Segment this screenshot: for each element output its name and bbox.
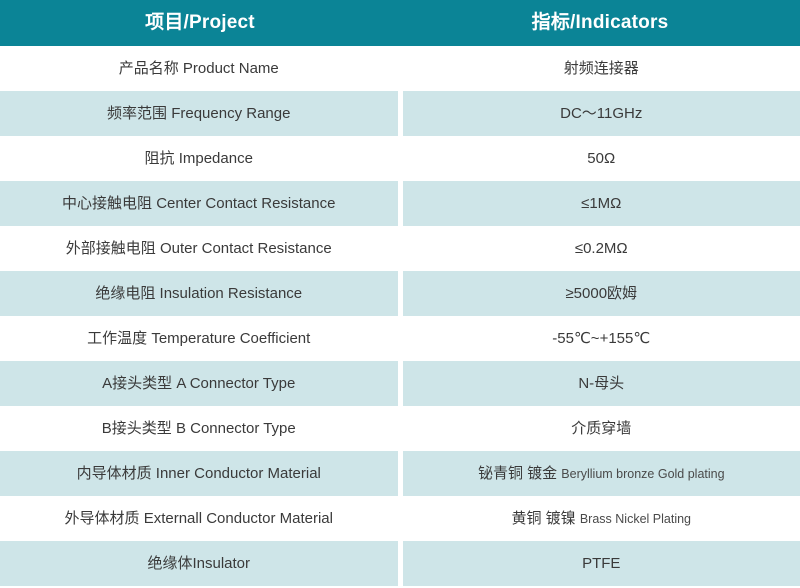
header-row: 项目/Project 指标/Indicators <box>0 0 800 46</box>
cell-indicator: 介质穿墙 <box>400 406 800 451</box>
cell-project: 产品名称 Product Name <box>0 46 403 91</box>
cell-project: B接头类型 B Connector Type <box>0 406 403 451</box>
table-row: 外部接触电阻 Outer Contact Resistance ≤0.2MΩ <box>0 226 800 271</box>
table-row: 绝缘电阻 Insulation Resistance ≥5000欧姆 <box>0 271 800 316</box>
indicator-english: Beryllium bronze Gold plating <box>561 466 725 481</box>
cell-project: 中心接触电阻 Center Contact Resistance <box>0 181 403 226</box>
column-header-project: 项目/Project <box>0 0 400 46</box>
cell-project: A接头类型 A Connector Type <box>0 361 403 406</box>
table-body: 产品名称 Product Name 射频连接器 频率范围 Frequency Ran… <box>0 46 800 586</box>
cell-project: 频率范围 Frequency Range <box>0 91 403 136</box>
cell-indicator: DC～11GHz <box>400 91 800 136</box>
table-row: 绝缘体Insulator PTFE <box>0 541 800 586</box>
indicator-chinese: 铋青铜 镀金 <box>477 464 558 482</box>
cell-project: 绝缘体Insulator <box>0 541 403 586</box>
cell-indicator: PTFE <box>400 541 800 586</box>
table-row: B接头类型 B Connector Type 介质穿墙 <box>0 406 800 451</box>
cell-indicator: -55℃~+155℃ <box>400 316 800 361</box>
table-row: 频率范围 Frequency Range DC～11GHz <box>0 91 800 136</box>
table-row: 外导体材质 Externall Conductor Material 黄铜 镀镍 … <box>0 496 800 541</box>
cell-project: 阻抗 Impedance <box>0 136 403 181</box>
table-row: 内导体材质 Inner Conductor Material 铋青铜 镀金 Ber… <box>0 451 800 496</box>
cell-indicator: 射频连接器 <box>400 46 800 91</box>
cell-indicator: 铋青铜 镀金 Beryllium bronze Gold plating <box>400 451 800 496</box>
cell-indicator: 黄铜 镀镍 Brass Nickel Plating <box>400 496 800 541</box>
table-row: A接头类型 A Connector Type N-母头 <box>0 361 800 406</box>
cell-indicator: ≤1MΩ <box>400 181 800 226</box>
table-row: 中心接触电阻 Center Contact Resistance ≤1MΩ <box>0 181 800 226</box>
indicator-english: Brass Nickel Plating <box>579 511 691 526</box>
cell-project: 工作温度 Temperature Coefficient <box>0 316 403 361</box>
cell-project: 绝缘电阻 Insulation Resistance <box>0 271 403 316</box>
table-row: 产品名称 Product Name 射频连接器 <box>0 46 800 91</box>
indicator-chinese: 黄铜 镀镍 <box>511 509 576 527</box>
column-header-indicators: 指标/Indicators <box>400 0 800 46</box>
table-row: 阻抗 Impedance 50Ω <box>0 136 800 181</box>
cell-indicator: ≤0.2MΩ <box>400 226 800 271</box>
cell-indicator: N-母头 <box>400 361 800 406</box>
cell-indicator: 50Ω <box>400 136 800 181</box>
cell-project: 外导体材质 Externall Conductor Material <box>0 496 403 541</box>
table-header: 项目/Project 指标/Indicators <box>0 0 800 46</box>
cell-project: 外部接触电阻 Outer Contact Resistance <box>0 226 403 271</box>
cell-project: 内导体材质 Inner Conductor Material <box>0 451 403 496</box>
cell-indicator: ≥5000欧姆 <box>400 271 800 316</box>
table-row: 工作温度 Temperature Coefficient -55℃~+155℃ <box>0 316 800 361</box>
